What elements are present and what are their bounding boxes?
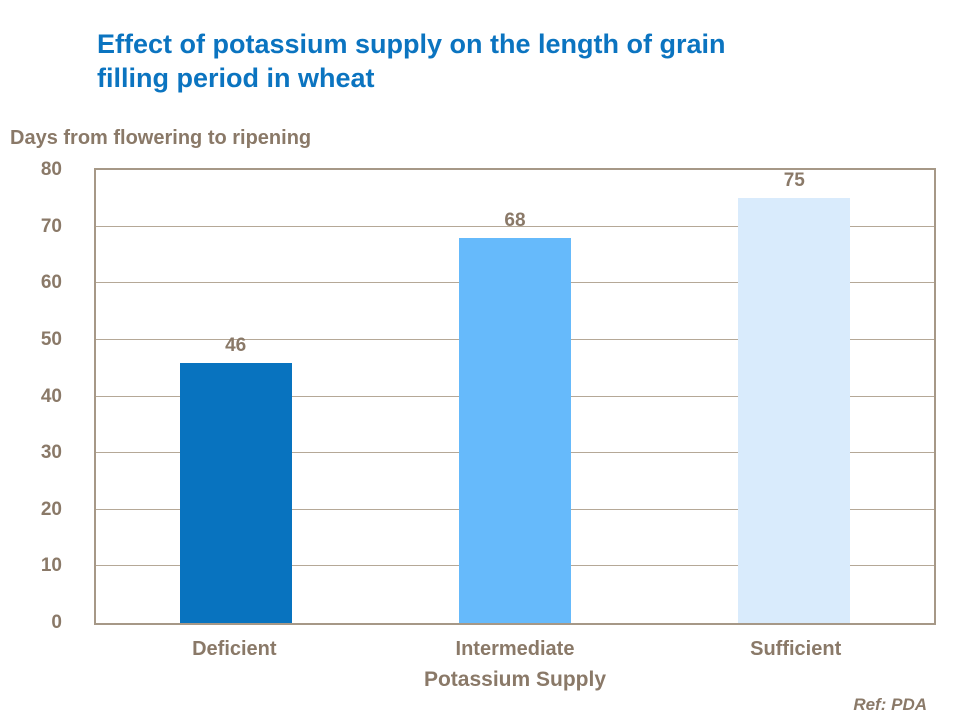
bar-intermediate: [458, 237, 571, 623]
x-category-label-intermediate: Intermediate: [455, 638, 575, 660]
chart-title-line-2: filling period in wheat: [97, 63, 375, 93]
reference-label: Ref: PDA: [853, 695, 927, 714]
bar-value-label-sufficient: 75: [783, 170, 805, 192]
y-tick-label-80: 80: [40, 159, 62, 180]
plot-area: 46 68 75: [94, 168, 936, 625]
x-category-label-sufficient: Sufficient: [750, 638, 842, 660]
y-tick-label-50: 50: [40, 328, 62, 350]
x-category-labels: Deficient Intermediate Sufficient: [94, 638, 936, 661]
bar-slot-deficient: 46: [96, 170, 375, 623]
chart-title: Effect of potassium supply on the length…: [97, 27, 897, 95]
bar-slot-sufficient: 75: [655, 170, 934, 623]
y-tick-label-10: 10: [40, 555, 62, 577]
bar-value-label-intermediate: 68: [504, 209, 526, 231]
y-tick-label-60: 60: [40, 272, 62, 294]
gridline-y-70: [96, 225, 934, 227]
bar-slot-intermediate: 68: [375, 170, 654, 623]
y-tick-label-70: 70: [40, 215, 62, 237]
y-tick-label-0: 0: [51, 612, 62, 633]
y-axis-tick-labels: 0 10 20 30 40 50 60 70 80: [0, 0, 62, 720]
y-tick-label-30: 30: [40, 442, 62, 464]
y-tick-label-20: 20: [40, 498, 62, 520]
y-tick-label-40: 40: [40, 385, 62, 407]
bar-value-label-deficient: 46: [225, 334, 247, 356]
x-category-label-deficient: Deficient: [192, 638, 277, 660]
bar-series: 46 68 75: [96, 170, 934, 623]
chart-title-line-1: Effect of potassium supply on the length…: [97, 29, 726, 59]
y-axis-title: Days from flowering to ripening: [10, 127, 312, 149]
bar-deficient: [179, 362, 292, 623]
bar-sufficient: [738, 198, 851, 623]
x-axis-title: Potassium Supply: [423, 668, 607, 691]
